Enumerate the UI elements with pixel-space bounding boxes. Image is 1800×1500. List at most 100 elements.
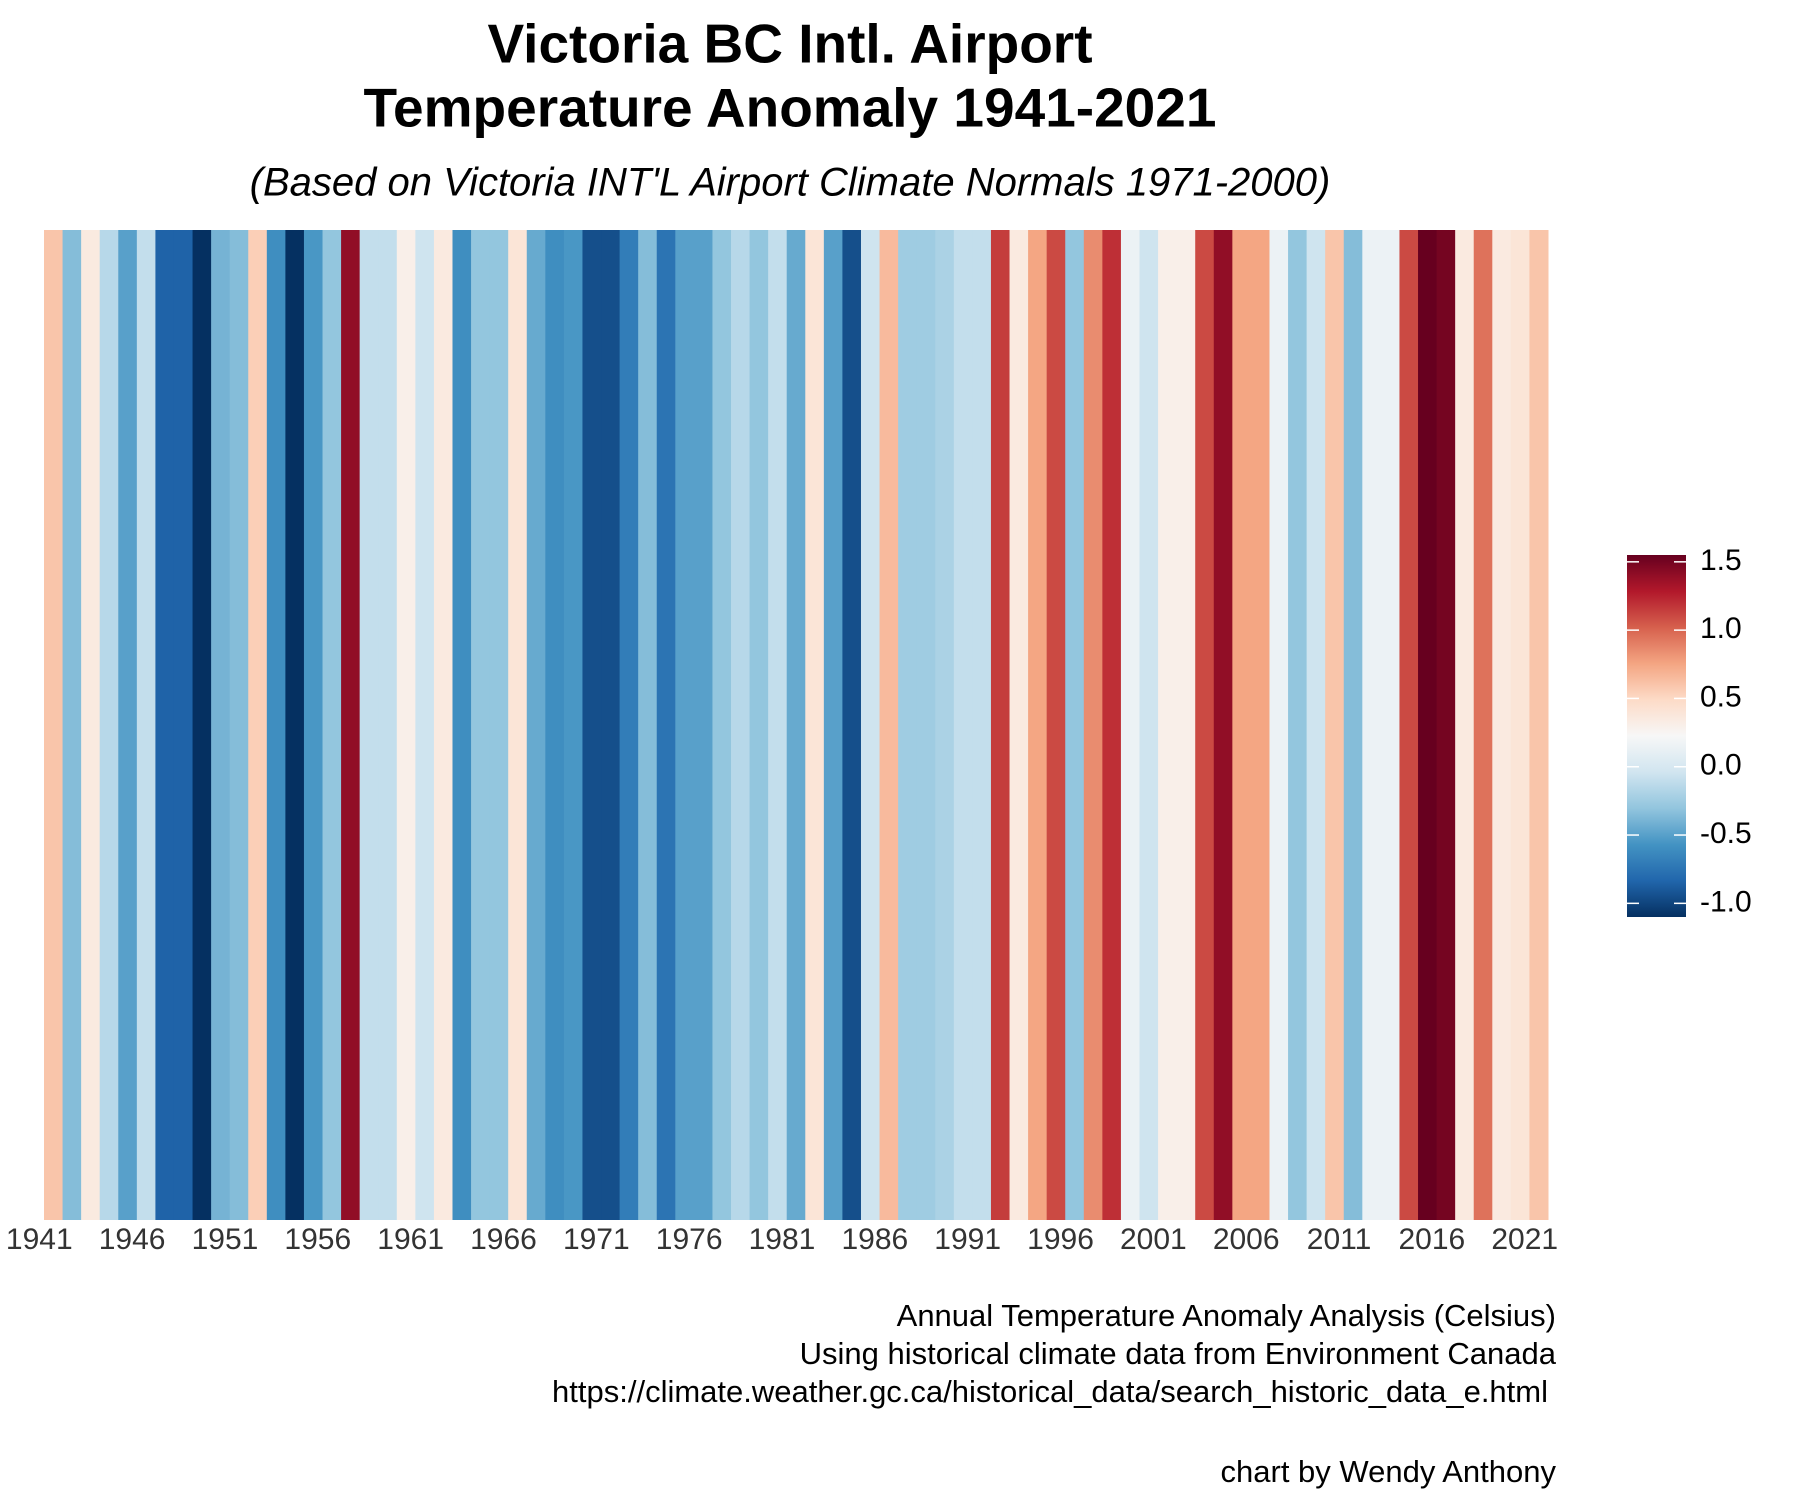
stripe (898, 230, 918, 1220)
chart-title: Victoria BC Intl. Airport (487, 13, 1092, 75)
stripe (62, 230, 82, 1220)
stripe (1158, 230, 1178, 1220)
stripe (359, 230, 379, 1220)
stripe (638, 230, 658, 1220)
stripe (860, 230, 881, 1220)
stripe (508, 230, 528, 1220)
stripe (953, 230, 973, 1220)
stripe (582, 230, 602, 1220)
x-tick-label: 1961 (377, 1223, 444, 1256)
colorbar-tick-label: -0.5 (1700, 817, 1752, 850)
stripe (1529, 230, 1549, 1220)
stripe (433, 230, 453, 1220)
stripe (1473, 230, 1493, 1220)
stripe (990, 230, 1011, 1220)
stripe (935, 230, 955, 1220)
stripe (99, 230, 119, 1220)
stripe (1492, 230, 1512, 1220)
stripe (1455, 230, 1475, 1220)
x-tick-label: 1986 (841, 1223, 908, 1256)
stripe (1510, 230, 1530, 1220)
stripe (1232, 230, 1252, 1220)
stripe (1176, 230, 1196, 1220)
stripe (916, 230, 936, 1220)
colorbar (1627, 555, 1686, 917)
x-tick-label: 1956 (284, 1223, 351, 1256)
stripe (1436, 230, 1456, 1220)
x-tick-label: 2006 (1213, 1223, 1280, 1256)
stripe (155, 230, 175, 1220)
stripe (1399, 230, 1419, 1220)
stripe (1343, 230, 1363, 1220)
colorbar-tick-label: 1.0 (1700, 612, 1742, 645)
stripe (731, 230, 751, 1220)
stripe (1009, 230, 1029, 1220)
stripe (1028, 230, 1048, 1220)
stripe (303, 230, 324, 1220)
stripe (1213, 230, 1233, 1220)
stripe (749, 230, 769, 1220)
stripe (136, 230, 156, 1220)
stripe (712, 230, 732, 1220)
stripe (173, 230, 194, 1220)
stripe (1288, 230, 1308, 1220)
stripe (972, 230, 992, 1220)
stripe (1325, 230, 1345, 1220)
colorbar-tick-label: 1.5 (1700, 544, 1742, 577)
chart-title: Temperature Anomaly 1941-2021 (364, 77, 1217, 139)
chart-subtitle: (Based on Victoria INT'L Airport Climate… (250, 161, 1331, 205)
caption: chart by Wendy Anthony (1221, 1454, 1557, 1489)
stripe (471, 230, 491, 1220)
stripe (619, 230, 639, 1220)
stripe (545, 230, 565, 1220)
stripe (1362, 230, 1382, 1220)
stripe (229, 230, 249, 1220)
x-tick-label: 1996 (1027, 1223, 1094, 1256)
x-tick-label: 1941 (6, 1223, 73, 1256)
stripe (563, 230, 583, 1220)
x-tick-label: 1946 (99, 1223, 166, 1256)
stripe (211, 230, 231, 1220)
colorbar-tick-label: -1.0 (1700, 885, 1752, 918)
stripe (452, 230, 472, 1220)
stripe (1418, 230, 1438, 1220)
stripe (248, 230, 268, 1220)
caption: Using historical climate data from Envir… (800, 1336, 1557, 1371)
x-tick-label: 1976 (656, 1223, 723, 1256)
stripe (266, 230, 286, 1220)
stripe (1046, 230, 1066, 1220)
stripe (675, 230, 695, 1220)
stripe (1065, 230, 1085, 1220)
stripe (1269, 230, 1289, 1220)
colorbar-tick-label: 0.0 (1700, 749, 1742, 782)
stripe (44, 230, 64, 1220)
colorbar-tick-label: 0.5 (1700, 680, 1742, 713)
stripe (118, 230, 138, 1220)
stripe (1380, 230, 1400, 1220)
caption: https://climate.weather.gc.ca/historical… (552, 1374, 1548, 1409)
stripe (1250, 230, 1270, 1220)
stripe (879, 230, 899, 1220)
stripe (805, 230, 825, 1220)
stripe (1083, 230, 1103, 1220)
x-tick-label: 1966 (470, 1223, 537, 1256)
x-tick-label: 1951 (192, 1223, 259, 1256)
stripe (285, 230, 305, 1220)
caption: Annual Temperature Anomaly Analysis (Cel… (897, 1298, 1556, 1333)
x-tick-label: 2016 (1399, 1223, 1466, 1256)
stripe (1120, 230, 1141, 1220)
stripe (768, 230, 788, 1220)
stripe (1102, 230, 1122, 1220)
stripe (1139, 230, 1159, 1220)
x-tick-label: 2001 (1120, 1223, 1187, 1256)
x-tick-label: 1981 (749, 1223, 816, 1256)
stripe (81, 230, 101, 1220)
x-tick-label: 2011 (1307, 1223, 1372, 1256)
stripe (396, 230, 416, 1220)
stripe (1306, 230, 1326, 1220)
stripe (322, 230, 342, 1220)
x-tick-label: 2021 (1491, 1223, 1558, 1256)
x-tick-label: 1991 (934, 1223, 1001, 1256)
stripe (693, 230, 713, 1220)
stripe (823, 230, 843, 1220)
